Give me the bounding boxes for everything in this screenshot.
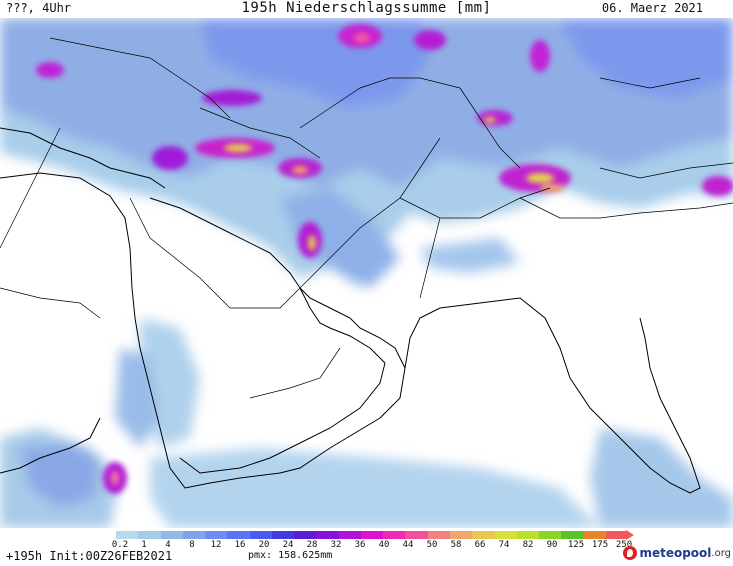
init-info: +195h Init:00Z26FEB2021 [6,549,172,563]
color-scale-label: 24 [282,540,294,550]
color-scale-cell [316,531,339,539]
color-scale-label: 8 [189,540,195,550]
color-scale-cell [360,531,384,539]
color-scale-cell [294,531,317,539]
color-scale-cell [472,531,495,539]
map-title: 195h Niederschlagssumme [mm] [241,0,492,16]
color-scale-cell [427,531,450,539]
color-scale-label: 175 [591,540,609,550]
color-scale-label: 250 [615,540,633,550]
color-scale-cell [227,531,250,539]
color-scale-cell [494,531,517,539]
color-scale-cell [583,531,606,539]
color-scale-label: 82 [522,540,534,550]
color-scale-bar [116,531,629,539]
color-scale-cell [516,531,540,539]
color-scale-label: 1 [141,540,147,550]
color-scale-label: 32 [330,540,342,550]
forecast-step: +195h [6,549,43,563]
brand-suffix: .org [711,547,731,559]
meteopool-logo-icon [623,546,638,560]
color-scale-cell [539,531,562,539]
color-scale-cell [116,531,139,539]
map-footer: 0.2 1 4 8 12 16 20 24 28 32 36 40 44 50 58 66 74 82 90 125 1… [0,528,733,566]
color-scale-label: 20 [258,540,270,550]
color-scale-label: 28 [306,540,318,550]
color-scale-cell [249,531,272,539]
precip-light-field [0,18,733,288]
color-scale-label: 4 [165,540,171,550]
color-scale-cell [605,531,629,539]
color-scale-label: 16 [234,540,246,550]
color-scale-label: 125 [567,540,585,550]
color-scale-label: 50 [426,540,438,550]
color-scale-cell [561,531,584,539]
color-scale-label: 74 [498,540,510,550]
color-scale-label: 44 [402,540,414,550]
color-scale-cell [205,531,228,539]
color-scale-label: 0.2 [111,540,129,550]
coastlines [0,127,701,494]
pmax-label: pmx: 158.625mm [248,550,333,561]
color-scale-label: 58 [450,540,462,550]
color-scale-label: 90 [546,540,558,550]
precip-peak-cores [111,33,564,485]
color-scale-cell [182,531,206,539]
precip-south-field [0,318,733,528]
country-borders [0,37,733,399]
valid-time-label: ???, 4Uhr [6,1,72,15]
color-scale-cell [271,531,295,539]
color-scale-cell [383,531,406,539]
color-scale-label: 40 [378,540,390,550]
color-scale-labels: 0.2 1 4 8 12 16 20 24 28 32 36 40 44 50 58 66 74 82 90 125 1… [108,540,636,552]
color-scale-arrow [626,530,634,540]
color-scale-cell [449,531,473,539]
precipitation-map [0,18,733,528]
color-scale-cell [160,531,183,539]
color-scale-label: 36 [354,540,366,550]
valid-date-label: 06. Maerz 2021 [601,1,703,15]
init-time: Init:00Z26FEB2021 [49,549,173,563]
brand-name: meteopool [639,546,712,560]
color-scale-cell [338,531,361,539]
color-scale-cell [138,531,161,539]
color-scale-cell [405,531,428,539]
color-scale-label: 12 [210,540,222,550]
meteopool-brand[interactable]: meteopool .org [623,546,731,560]
map-header: ???, 4Uhr 195h Niederschlagssumme [mm] 0… [0,0,733,20]
color-scale-label: 66 [474,540,486,550]
